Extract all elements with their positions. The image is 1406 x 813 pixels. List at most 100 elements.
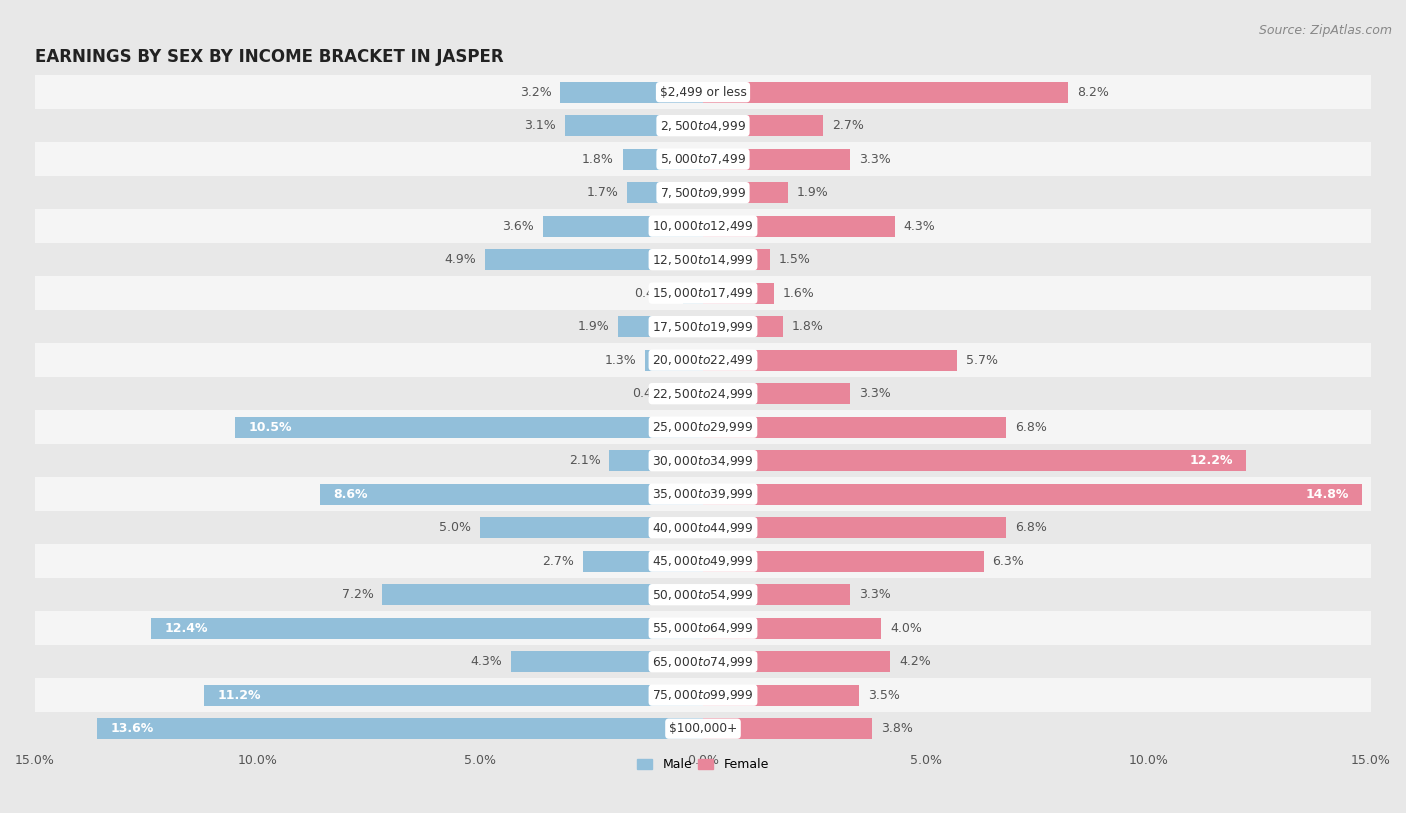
Text: 4.9%: 4.9% <box>444 253 475 266</box>
Text: 8.6%: 8.6% <box>333 488 368 501</box>
Bar <box>703 585 851 605</box>
Bar <box>382 585 703 605</box>
Text: 10.5%: 10.5% <box>249 420 292 433</box>
Bar <box>35 343 1371 377</box>
Bar <box>35 310 1371 343</box>
Bar <box>35 411 1371 444</box>
Bar <box>681 383 703 404</box>
Bar <box>35 444 1371 477</box>
Bar <box>703 719 872 739</box>
Bar <box>645 350 703 371</box>
Bar <box>35 712 1371 746</box>
Bar <box>623 149 703 170</box>
Text: 14.8%: 14.8% <box>1305 488 1348 501</box>
Bar <box>609 450 703 471</box>
Text: 1.8%: 1.8% <box>792 320 824 333</box>
Bar <box>703 484 1362 505</box>
Text: 12.2%: 12.2% <box>1189 454 1233 467</box>
Text: 3.5%: 3.5% <box>868 689 900 702</box>
Bar <box>35 511 1371 545</box>
Text: $75,000 to $99,999: $75,000 to $99,999 <box>652 688 754 702</box>
Text: $12,500 to $14,999: $12,500 to $14,999 <box>652 253 754 267</box>
Text: 12.4%: 12.4% <box>165 622 208 635</box>
Bar <box>703 450 1246 471</box>
Text: 8.2%: 8.2% <box>1077 85 1109 98</box>
Text: 1.6%: 1.6% <box>783 287 815 300</box>
Text: 1.3%: 1.3% <box>605 354 636 367</box>
Text: 3.6%: 3.6% <box>502 220 534 233</box>
Bar <box>35 678 1371 712</box>
Bar <box>703 350 957 371</box>
Bar <box>703 283 775 303</box>
Bar <box>683 283 703 303</box>
Text: $20,000 to $22,499: $20,000 to $22,499 <box>652 353 754 367</box>
Bar <box>35 142 1371 176</box>
Bar <box>485 250 703 270</box>
Bar <box>582 550 703 572</box>
Bar <box>35 276 1371 310</box>
Text: 1.9%: 1.9% <box>797 186 828 199</box>
Text: $5,000 to $7,499: $5,000 to $7,499 <box>659 152 747 166</box>
Text: 3.2%: 3.2% <box>520 85 551 98</box>
Text: 13.6%: 13.6% <box>111 722 153 735</box>
Bar <box>703 316 783 337</box>
Bar <box>35 76 1371 109</box>
Text: 0.45%: 0.45% <box>634 287 673 300</box>
Bar <box>35 611 1371 645</box>
Bar <box>703 517 1005 538</box>
Bar <box>565 115 703 136</box>
Bar <box>561 82 703 102</box>
Text: 1.8%: 1.8% <box>582 153 614 166</box>
Text: 4.0%: 4.0% <box>890 622 922 635</box>
Bar <box>543 215 703 237</box>
Bar <box>321 484 703 505</box>
Text: 2.7%: 2.7% <box>541 554 574 567</box>
Text: 4.2%: 4.2% <box>898 655 931 668</box>
Bar <box>703 651 890 672</box>
Text: $50,000 to $54,999: $50,000 to $54,999 <box>652 588 754 602</box>
Bar <box>35 645 1371 678</box>
Bar <box>35 578 1371 611</box>
Bar <box>627 182 703 203</box>
Text: $40,000 to $44,999: $40,000 to $44,999 <box>652 520 754 535</box>
Text: $45,000 to $49,999: $45,000 to $49,999 <box>652 554 754 568</box>
Text: $100,000+: $100,000+ <box>669 722 737 735</box>
Bar <box>703 550 984 572</box>
Text: 6.8%: 6.8% <box>1015 420 1046 433</box>
Legend: Male, Female: Male, Female <box>633 753 773 776</box>
Bar <box>35 243 1371 276</box>
Text: 2.1%: 2.1% <box>569 454 600 467</box>
Text: $15,000 to $17,499: $15,000 to $17,499 <box>652 286 754 300</box>
Text: 3.8%: 3.8% <box>882 722 912 735</box>
Text: 4.3%: 4.3% <box>904 220 935 233</box>
Bar <box>703 115 824 136</box>
Bar <box>703 618 882 638</box>
Text: 5.7%: 5.7% <box>966 354 998 367</box>
Text: EARNINGS BY SEX BY INCOME BRACKET IN JASPER: EARNINGS BY SEX BY INCOME BRACKET IN JAS… <box>35 47 503 66</box>
Text: $2,499 or less: $2,499 or less <box>659 85 747 98</box>
Bar <box>703 182 787 203</box>
Text: 1.9%: 1.9% <box>578 320 609 333</box>
Text: 0.49%: 0.49% <box>633 387 672 400</box>
Text: 2.7%: 2.7% <box>832 120 865 133</box>
Text: 6.8%: 6.8% <box>1015 521 1046 534</box>
Text: 7.2%: 7.2% <box>342 588 374 601</box>
Bar <box>204 685 703 706</box>
Text: Source: ZipAtlas.com: Source: ZipAtlas.com <box>1258 24 1392 37</box>
Text: $30,000 to $34,999: $30,000 to $34,999 <box>652 454 754 467</box>
Text: 5.0%: 5.0% <box>440 521 471 534</box>
Bar <box>703 250 770 270</box>
Bar <box>703 82 1069 102</box>
Text: $35,000 to $39,999: $35,000 to $39,999 <box>652 487 754 501</box>
Text: $65,000 to $74,999: $65,000 to $74,999 <box>652 654 754 668</box>
Bar <box>35 377 1371 411</box>
Text: 3.3%: 3.3% <box>859 387 890 400</box>
Bar <box>35 477 1371 511</box>
Bar <box>35 210 1371 243</box>
Bar <box>97 719 703 739</box>
Text: 11.2%: 11.2% <box>218 689 262 702</box>
Bar <box>481 517 703 538</box>
Bar <box>150 618 703 638</box>
Bar <box>35 176 1371 210</box>
Text: $2,500 to $4,999: $2,500 to $4,999 <box>659 119 747 133</box>
